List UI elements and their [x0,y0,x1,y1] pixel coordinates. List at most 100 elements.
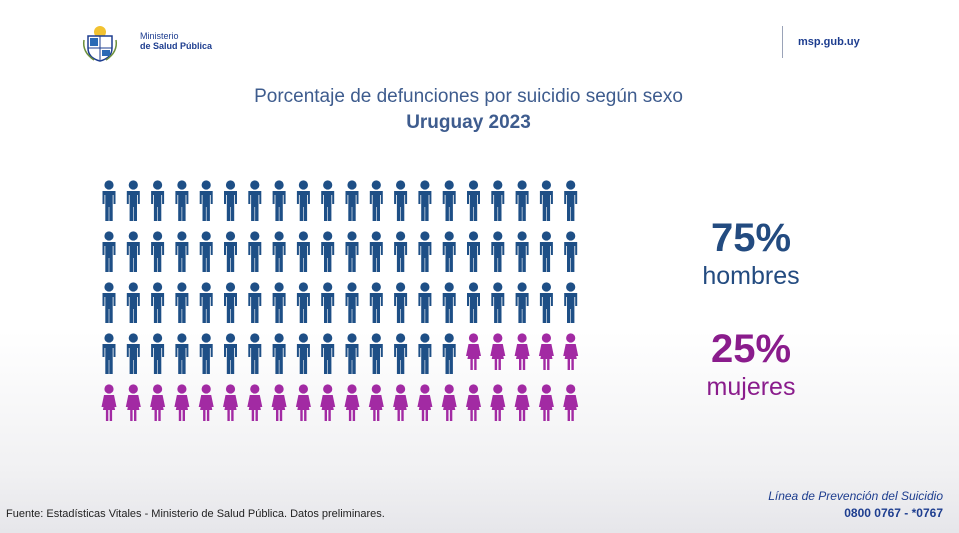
woman-icon [563,333,579,370]
hotline: Línea de Prevención del Suicidio 0800 07… [768,488,943,522]
ministry-line1: Ministerio [140,31,179,41]
chart-title: Porcentaje de defunciones por suicidio s… [0,84,937,136]
mujeres-label: mujeres [706,373,796,401]
man-icon [491,180,505,221]
man-icon [151,231,165,272]
woman-icon [465,384,481,421]
man-icon [272,333,286,374]
man-icon [394,333,408,374]
man-icon [442,180,456,221]
man-icon [272,282,286,323]
man-icon [491,282,505,323]
man-icon [369,282,383,323]
man-icon [394,180,408,221]
man-icon [272,231,286,272]
woman-icon [101,384,117,421]
hombres-percent: 75% [710,216,792,260]
man-icon [515,231,529,272]
man-icon [224,333,237,374]
woman-icon [538,333,554,370]
ministry-line2: de Salud Pública [140,41,213,51]
man-icon [321,282,335,323]
man-icon [321,231,335,272]
man-icon [394,231,408,272]
man-icon [491,231,505,272]
header: Ministerio de Salud Pública msp.gub.uy [0,0,959,78]
man-icon [418,333,432,374]
man-icon [345,282,359,323]
chart-title-line1: Porcentaje de defunciones por suicidio s… [254,86,683,107]
hombres-label: hombres [702,262,800,290]
woman-icon [150,384,166,421]
man-icon [321,333,335,374]
header-divider [782,26,783,58]
hombres-summary: 75% hombres [671,215,831,291]
man-icon [539,282,553,323]
woman-icon [271,384,287,421]
woman-icon [247,384,263,421]
man-icon [369,231,383,272]
man-icon [345,231,359,272]
woman-icon [223,384,238,421]
hotline-title: Línea de Prevención del Suicidio [768,489,943,503]
woman-icon [417,384,433,421]
woman-icon [514,333,530,370]
man-icon [442,231,456,272]
man-icon [175,231,189,272]
man-icon [345,333,359,374]
man-icon [199,180,213,221]
man-icon [296,231,310,272]
source-note: Fuente: Estadísticas Vitales - Ministeri… [6,508,385,520]
woman-icon [125,384,141,421]
man-icon [199,231,213,272]
chart-title-line2: Uruguay 2023 [406,112,531,133]
man-icon [126,333,140,374]
man-icon [564,180,578,221]
woman-icon [295,384,311,421]
hotline-numbers: 0800 0767 - *0767 [844,506,943,520]
man-icon [515,282,529,323]
coat-of-arms-logo [82,26,118,62]
man-icon [224,231,237,272]
man-icon [345,180,359,221]
man-icon [418,231,432,272]
man-icon [102,231,116,272]
woman-icon [563,384,579,421]
man-icon [418,180,432,221]
man-icon [151,333,165,374]
man-icon [296,282,310,323]
man-icon [248,333,262,374]
woman-icon [514,384,530,421]
website-link[interactable]: msp.gub.uy [798,36,860,48]
woman-icon [393,384,409,421]
man-icon [539,180,553,221]
man-icon [272,180,286,221]
man-icon [126,231,140,272]
woman-icon [174,384,190,421]
man-icon [321,180,335,221]
man-icon [102,180,116,221]
man-icon [224,282,237,323]
woman-icon [320,384,336,421]
woman-icon [465,333,481,370]
mujeres-summary: 25% mujeres [671,326,831,402]
man-icon [175,333,189,374]
man-icon [296,180,310,221]
woman-icon [538,384,554,421]
man-icon [394,282,408,323]
man-icon [564,231,578,272]
man-icon [467,282,480,323]
woman-icon [368,384,384,421]
woman-icon [490,384,506,421]
man-icon [151,180,165,221]
man-icon [442,282,456,323]
man-icon [224,180,237,221]
woman-icon [490,333,506,370]
man-icon [442,333,456,374]
man-icon [296,333,310,374]
man-icon [199,282,213,323]
woman-icon [198,384,214,421]
man-icon [467,180,480,221]
man-icon [175,282,189,323]
